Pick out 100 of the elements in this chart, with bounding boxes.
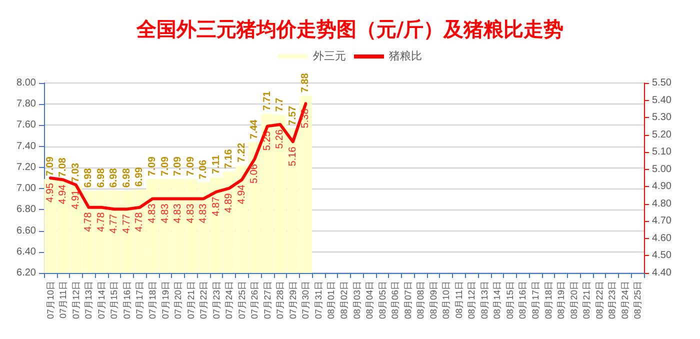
x-tick-label: 07月30日 (300, 281, 311, 320)
x-tick-label: 07月13日 (84, 281, 94, 320)
x-tick-label: 07月17日 (134, 281, 145, 320)
x-tick-label: 07月20日 (173, 281, 184, 320)
y-tick-label: 7.40 (16, 140, 36, 152)
legend-label: 外三元 (313, 50, 346, 62)
data-label: 7.06 (198, 159, 210, 180)
data-label: 7.11 (210, 154, 222, 174)
x-tick-label: 07月31日 (313, 281, 324, 320)
data-label: 7.88 (300, 72, 312, 93)
data-label: 5.06 (249, 164, 260, 184)
x-tick-label: 08月25日 (632, 281, 643, 320)
data-label: 7.71 (262, 90, 273, 111)
x-tick-label: 07月14日 (96, 281, 106, 320)
data-label: 4.77 (108, 214, 120, 234)
x-tick-label: 08月14日 (492, 281, 502, 320)
x-tick-label: 08月16日 (518, 281, 528, 320)
x-tick-label: 08月18日 (543, 281, 554, 320)
x-tick-label: 08月19日 (556, 281, 566, 320)
x-tick-label: 08月21日 (582, 281, 592, 320)
y2-tick-label: 4.80 (652, 198, 672, 210)
data-label: 4.78 (134, 212, 146, 232)
x-tick-label: 07月29日 (288, 281, 298, 320)
x-tick-label: 08月22日 (594, 281, 604, 320)
x-tick-label: 07月19日 (160, 281, 170, 320)
y2-tick-label: 4.50 (652, 250, 672, 262)
x-tick-label: 08月12日 (466, 281, 477, 320)
x-tick-label: 08月03日 (352, 281, 362, 320)
x-tick-label: 07月24日 (224, 281, 234, 320)
y2-tick-label: 5.50 (652, 78, 672, 88)
data-label: 4.78 (96, 212, 107, 232)
y2-tick-label: 5.30 (652, 112, 672, 124)
data-label: 7.09 (147, 156, 158, 176)
y-tick-label: 7.20 (16, 162, 36, 173)
x-tick-label: 08月09日 (428, 281, 438, 320)
x-tick-label: 07月26日 (250, 281, 260, 320)
data-label: 4.89 (224, 192, 235, 213)
x-tick-label: 07月11日 (58, 281, 68, 318)
x-tick-label: 08月05日 (377, 281, 388, 320)
x-tick-label: 07月21日 (186, 281, 196, 320)
y-tick-label: 7.00 (16, 183, 36, 194)
x-tick-label: 07月18日 (148, 281, 158, 320)
y2-tick-label: 4.90 (652, 181, 672, 192)
x-tick-label: 07月28日 (275, 281, 286, 320)
y-tick-label: 6.20 (16, 268, 36, 278)
y2-tick-label: 5.20 (652, 129, 672, 140)
data-label: 6.98 (83, 168, 94, 188)
x-tick-label: 08月15日 (504, 281, 515, 320)
y2-tick-label: 5.40 (652, 94, 672, 106)
x-tick-label: 08月02日 (339, 281, 349, 320)
data-label: 6.98 (108, 168, 120, 188)
data-label: 4.91 (70, 189, 82, 210)
x-tick-label: 08月13日 (479, 281, 490, 320)
x-tick-label: 07月15日 (109, 281, 120, 320)
data-label: 7.08 (58, 157, 69, 178)
x-tick-label: 07月22日 (198, 281, 209, 320)
y2-tick-label: 4.60 (652, 232, 672, 244)
data-label: 7.7 (274, 97, 286, 112)
data-label: 4.83 (172, 203, 184, 224)
data-label: 4.83 (160, 203, 171, 224)
x-tick-label: 08月01日 (326, 281, 336, 320)
y-tick-label: 7.80 (16, 98, 36, 110)
y-tick-label: 8.00 (16, 78, 36, 88)
x-tick-label: 08月08日 (416, 281, 426, 320)
x-tick-label: 08月11日 (454, 281, 464, 318)
data-label: 4.77 (121, 214, 132, 234)
x-tick-label: 08月24日 (620, 281, 630, 320)
data-label: 7.22 (236, 142, 248, 162)
data-label: 6.98 (121, 168, 132, 188)
data-label: 4.94 (236, 184, 248, 204)
data-label: 7.09 (185, 156, 196, 176)
data-label: 7.09 (160, 156, 171, 176)
data-label: 4.95 (44, 182, 56, 202)
x-tick-label: 08月20日 (568, 281, 579, 320)
data-label: 6.99 (134, 166, 146, 187)
data-label: 7.57 (287, 105, 298, 126)
x-tick-label: 08月06日 (390, 281, 400, 320)
x-tick-label: 07月27日 (262, 281, 272, 320)
x-tick-label: 07月16日 (122, 281, 132, 320)
x-tick-label: 07月10日 (45, 281, 56, 320)
data-label: 7.16 (224, 148, 235, 169)
x-tick-label: 07月23日 (211, 281, 222, 320)
x-tick-label: 08月04日 (364, 281, 375, 320)
y-tick-label: 6.80 (16, 204, 36, 216)
data-label: 4.78 (83, 212, 94, 232)
y2-tick-label: 4.40 (652, 268, 672, 278)
y2-tick-label: 5.10 (652, 146, 672, 158)
data-label: 5.26 (274, 129, 286, 149)
data-label: 4.83 (185, 203, 196, 224)
x-tick-label: 08月07日 (402, 281, 413, 320)
data-label: 7.09 (44, 156, 56, 176)
data-label: 4.83 (198, 203, 210, 224)
y2-tick-label: 4.70 (652, 216, 672, 227)
x-tick-label: 07月12日 (70, 281, 81, 320)
x-tick-label: 07月25日 (236, 281, 247, 320)
y2-tick-label: 5.00 (652, 164, 672, 175)
data-label: 7.44 (249, 119, 260, 140)
x-tick-label: 08月10日 (441, 281, 452, 320)
y-tick-label: 6.40 (16, 246, 36, 258)
legend-label: 猪粮比 (389, 50, 422, 62)
